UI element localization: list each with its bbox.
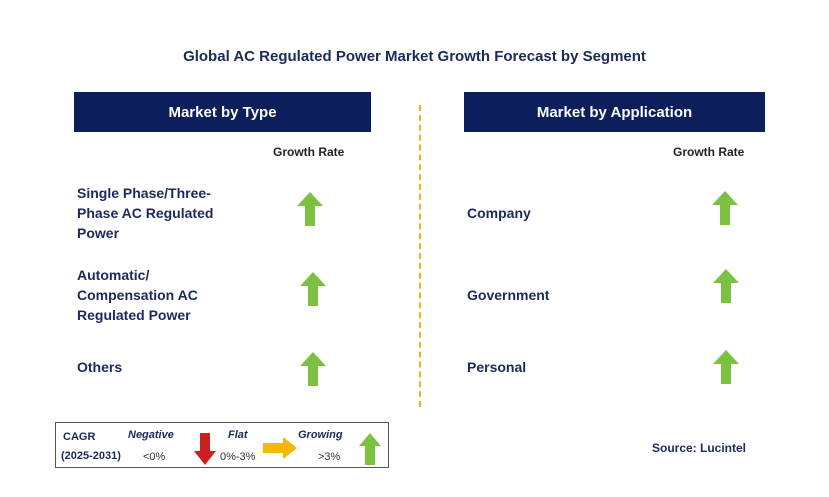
up-arrow-icon: [359, 433, 381, 465]
legend-period: (2025-2031): [61, 450, 121, 462]
legend-flat-label: Flat: [228, 429, 248, 441]
legend-flat-value: 0%-3%: [220, 451, 256, 463]
right-arrow-icon: [263, 437, 297, 459]
application-row-label-1: Company: [467, 205, 531, 221]
legend-growing-label: Growing: [298, 429, 343, 441]
legend-cagr-label: CAGR: [63, 431, 96, 443]
market-by-type-header: Market by Type: [74, 92, 371, 132]
cagr-legend: CAGR (2025-2031) Negative <0% Flat 0%-3%…: [55, 422, 389, 468]
market-by-application-header: Market by Application: [464, 92, 765, 132]
legend-growing-value: >3%: [318, 451, 341, 463]
up-arrow-icon: [713, 350, 739, 384]
up-arrow-icon: [712, 191, 738, 225]
down-arrow-icon: [194, 433, 216, 465]
up-arrow-icon: [297, 192, 323, 226]
up-arrow-icon: [300, 352, 326, 386]
legend-negative-label: Negative: [128, 429, 174, 441]
up-arrow-icon: [713, 269, 739, 303]
application-row-label-2: Government: [467, 287, 550, 303]
chart-title: Global AC Regulated Power Market Growth …: [183, 48, 646, 65]
growth-rate-label-application: Growth Rate: [673, 145, 745, 159]
legend-negative-value: <0%: [143, 451, 166, 463]
source-note: Source: Lucintel: [652, 441, 747, 455]
application-row-label-3: Personal: [467, 359, 527, 375]
up-arrow-icon: [300, 272, 326, 306]
panel-divider: [419, 105, 421, 407]
growth-rate-label-type: Growth Rate: [273, 145, 345, 159]
type-row-label-3: Others: [77, 359, 123, 375]
type-row-label-1: Single Phase/Three- Phase AC Regulated P…: [77, 185, 214, 241]
type-row-label-2: Automatic/ Compensation AC Regulated Pow…: [77, 267, 198, 323]
